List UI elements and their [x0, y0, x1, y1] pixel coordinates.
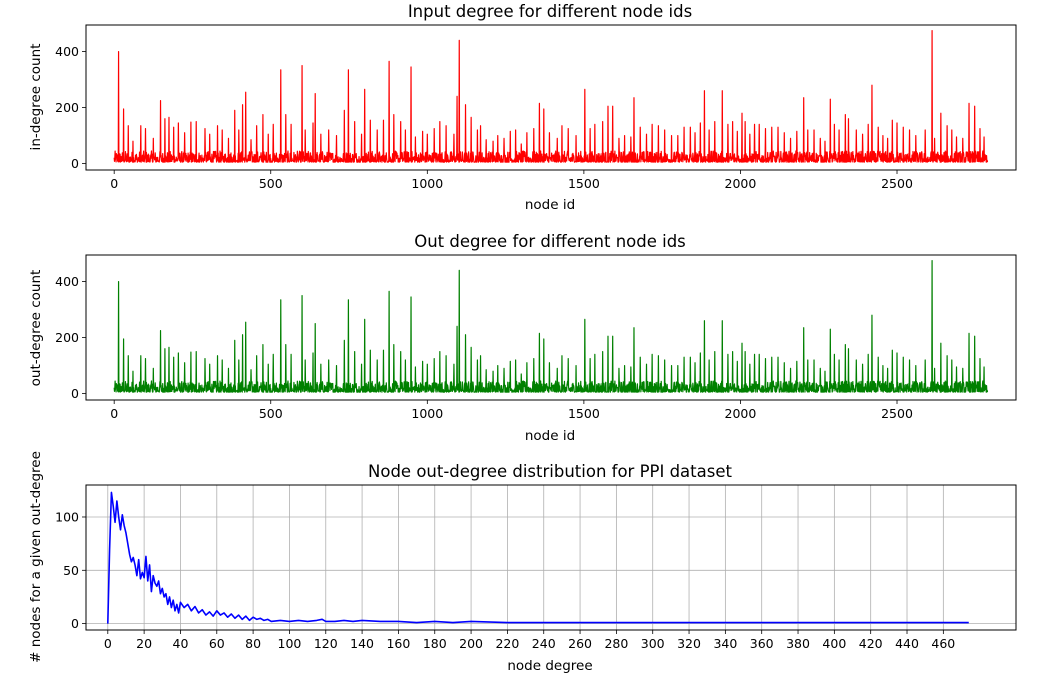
x-tick-label: 340: [713, 636, 737, 651]
plot-area: [86, 485, 1016, 630]
x-tick-label: 200: [459, 636, 483, 651]
x-tick-label: 0: [104, 636, 112, 651]
x-tick-label: 500: [259, 406, 283, 421]
y-tick-label: 200: [55, 100, 79, 115]
axis-ticks: 0 20 40 60 80 100 120 140 160 180 200 220 240 260 280 3…: [55, 509, 955, 651]
x-tick-label: 0: [110, 406, 118, 421]
x-tick-label: 2500: [881, 176, 913, 191]
chart-title: Node out-degree distribution for PPI dat…: [368, 462, 732, 481]
data-series: [113, 30, 989, 163]
x-tick-label: 2500: [881, 406, 913, 421]
x-tick-label: 460: [931, 636, 955, 651]
axis-ticks: 0 500 1000 1500 2000 2500 0 200 400: [55, 44, 913, 191]
chart-title: Out degree for different node ids: [414, 232, 686, 251]
grid-lines: [86, 485, 1016, 630]
x-tick-label: 0: [110, 176, 118, 191]
y-tick-label: 400: [55, 274, 79, 289]
y-tick-label: 200: [55, 330, 79, 345]
x-axis-label: node id: [525, 428, 575, 444]
x-tick-label: 400: [822, 636, 846, 651]
x-tick-label: 1000: [411, 176, 443, 191]
x-tick-label: 220: [495, 636, 519, 651]
degree-distribution-chart: Node out-degree distribution for PPI dat…: [28, 451, 1017, 674]
in-degree-chart: Input degree for different node ids 0 500…: [28, 2, 1017, 213]
x-tick-label: 420: [859, 636, 883, 651]
x-tick-label: 320: [677, 636, 701, 651]
x-tick-label: 180: [423, 636, 447, 651]
y-tick-label: 400: [55, 44, 79, 59]
x-tick-label: 1000: [411, 406, 443, 421]
y-tick-label: 0: [71, 386, 79, 401]
y-axis-label: in-degree count: [28, 44, 44, 151]
x-tick-label: 240: [532, 636, 556, 651]
x-tick-label: 2000: [725, 406, 757, 421]
plot-area: [86, 25, 1016, 170]
y-axis-label: out-degree count: [28, 270, 44, 387]
y-tick-label: 100: [55, 509, 79, 524]
series-line: [113, 30, 989, 163]
x-tick-label: 140: [350, 636, 374, 651]
x-tick-label: 160: [386, 636, 410, 651]
series-line: [113, 260, 989, 393]
x-tick-label: 2000: [725, 176, 757, 191]
plot-frame: [85, 484, 1017, 631]
series-line: [107, 491, 969, 624]
x-tick-label: 440: [895, 636, 919, 651]
x-tick-label: 300: [641, 636, 665, 651]
plot-frame: [85, 254, 1017, 401]
x-tick-label: 100: [278, 636, 302, 651]
x-tick-label: 360: [750, 636, 774, 651]
data-series: [113, 260, 989, 393]
x-axis-label: node id: [525, 197, 575, 213]
x-tick-label: 40: [173, 636, 189, 651]
out-degree-chart: Out degree for different node ids 0 500 10…: [28, 232, 1017, 444]
y-tick-label: 50: [63, 563, 79, 578]
plot-area: [86, 255, 1016, 400]
data-series: [107, 491, 969, 624]
chart-title: Input degree for different node ids: [408, 2, 692, 21]
x-tick-label: 280: [604, 636, 628, 651]
x-tick-label: 60: [209, 636, 225, 651]
y-tick-label: 0: [71, 616, 79, 631]
y-tick-label: 0: [71, 156, 79, 171]
x-tick-label: 380: [786, 636, 810, 651]
y-axis-label: # nodes for a given out-degree: [28, 451, 44, 663]
x-tick-label: 1500: [568, 176, 600, 191]
x-tick-label: 120: [314, 636, 338, 651]
x-tick-label: 20: [136, 636, 152, 651]
x-axis-label: node degree: [507, 658, 592, 674]
x-tick-label: 500: [259, 176, 283, 191]
axis-ticks: 0 500 1000 1500 2000 2500 0 200 400: [55, 274, 913, 421]
plot-frame: [85, 24, 1017, 171]
x-tick-label: 260: [568, 636, 592, 651]
x-tick-label: 80: [245, 636, 261, 651]
x-tick-label: 1500: [568, 406, 600, 421]
